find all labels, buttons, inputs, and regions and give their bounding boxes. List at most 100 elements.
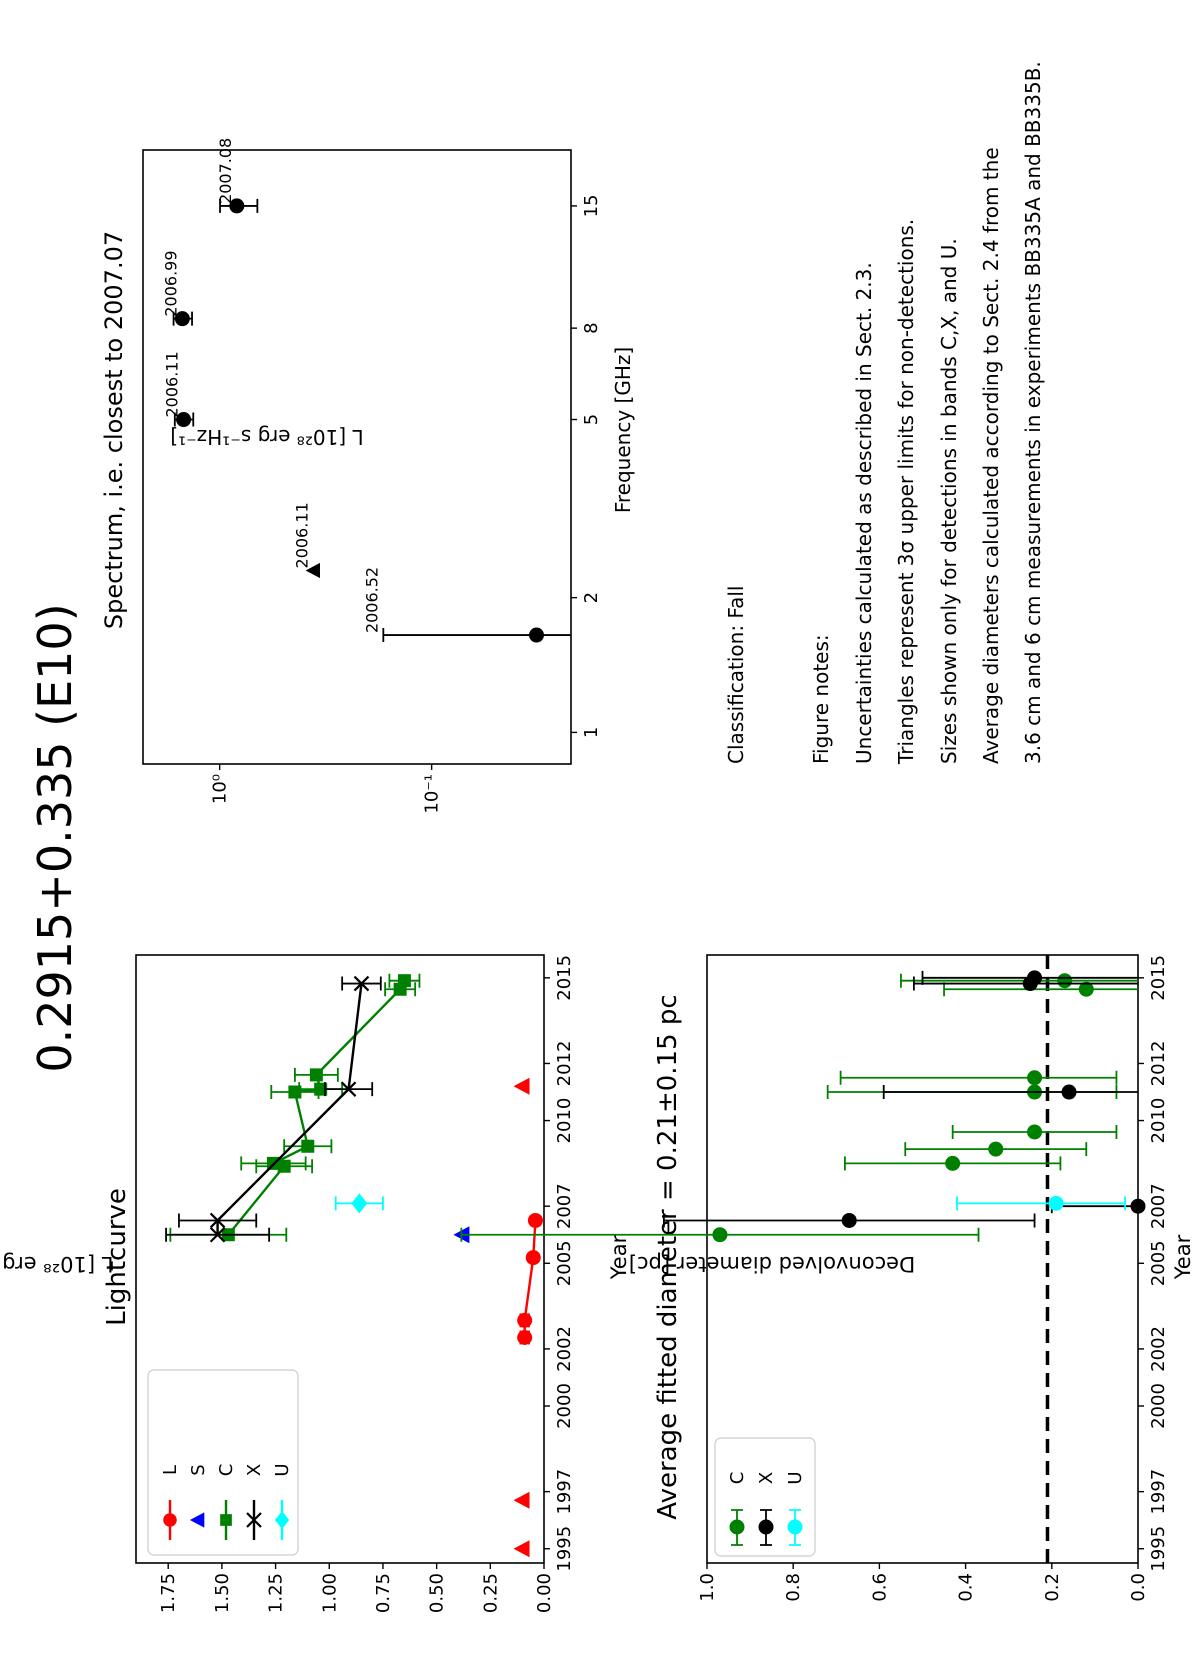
lightcurve-ylabel: L [10²⁸ erg s⁻¹Hz⁻¹] (0, 1252, 113, 1276)
diameter-ytick-label: 0.4 (956, 1573, 977, 1602)
lightcurve-point-L (527, 1212, 543, 1228)
legend-marker-S (189, 1512, 205, 1528)
lightcurve-xtick-label: 2012 (554, 1041, 575, 1087)
note-line-5: 3.6 cm and 6 cm measurements in experime… (1021, 61, 1045, 764)
spectrum-xtick-label: 5 (581, 414, 602, 425)
lightcurve-xtick-label: 2002 (554, 1326, 575, 1372)
diameter-point-C (1027, 1070, 1043, 1086)
diameter-errorbar (943, 982, 1138, 997)
legend-marker-U (274, 1511, 290, 1529)
lightcurve-frame (135, 954, 545, 1564)
lightcurve-xtick-label: 2007 (554, 1183, 575, 1229)
diameter-xtick-label: 2012 (1148, 1041, 1169, 1087)
spectrum-ylabel: L [10²⁸ erg s⁻¹Hz⁻¹] (170, 425, 363, 449)
legend-marker-X (246, 1512, 262, 1528)
diameter-errorbar (900, 973, 1138, 988)
diameter-point-X (841, 1212, 857, 1228)
lightcurve-xtick-label: 2005 (554, 1240, 575, 1286)
spectrum-xlabel: Frequency [GHz] (611, 347, 635, 513)
lightcurve-series-line-X (216, 983, 363, 1235)
lightcurve-ytick-label: 0.75 (373, 1573, 394, 1613)
lightcurve-point-C (301, 1139, 315, 1153)
lightcurve-point-C (397, 974, 411, 988)
lightcurve-ytick-label: 1.00 (319, 1573, 340, 1613)
note-line-2: Triangles represent 3σ upper limits for … (894, 219, 918, 765)
lightcurve-point-C (309, 1068, 323, 1082)
notes-heading: Figure notes: (809, 634, 833, 764)
lightcurve-xtick-label: 2000 (554, 1383, 575, 1429)
spectrum-point-label: 2007.08 (216, 138, 235, 204)
diameter-point-C (945, 1155, 961, 1171)
lightcurve-point-U (351, 1193, 368, 1214)
lightcurve-series-line-C (227, 980, 406, 1236)
diameter-point-C (988, 1141, 1004, 1157)
diameter-ytick-label: 0.6 (869, 1573, 890, 1602)
diameter-panel: Average fitted diameter = 0.21±0.15 pc Y… (460, 954, 1195, 1602)
diameter-legend-marker-U (787, 1519, 803, 1535)
lightcurve-ytick-label: 1.50 (212, 1573, 233, 1613)
lightcurve-point-X (209, 1212, 226, 1229)
lightcurve-xtick-label: 1995 (554, 1526, 575, 1572)
lightcurve-point-L (513, 1540, 530, 1558)
diameter-ytick-label: 0.8 (783, 1573, 804, 1602)
lightcurve-point-X (353, 975, 370, 992)
spectrum-point (174, 311, 190, 327)
spectrum-point (305, 562, 321, 579)
spectrum-ytick-label: 10⁰ (210, 774, 231, 804)
diameter-legend-marker-X (758, 1519, 774, 1535)
spectrum-xtick-label: 2 (581, 592, 602, 603)
lightcurve-point-C (314, 1082, 328, 1096)
legend-label-L: L (160, 1465, 181, 1475)
note-line-1: Uncertainties calculated as described in… (852, 262, 876, 764)
classification-text: Classification: Fall (724, 586, 748, 764)
diameter-xlabel: Year (1171, 1234, 1195, 1280)
diameter-point-X (1130, 1198, 1146, 1214)
spectrum-point-label: 2006.99 (161, 250, 180, 316)
lightcurve-ytick-label: 1.25 (266, 1573, 287, 1613)
notes-panel: Classification: Fall Figure notes: Uncer… (724, 61, 1045, 765)
spectrum-frame (142, 149, 572, 765)
legend-label-C: C (216, 1464, 237, 1477)
spectrum-title: Spectrum, i.e. closest to 2007.07 (100, 231, 128, 629)
lightcurve-panel: Lightcurve Year L [10²⁸ erg s⁻¹Hz⁻¹] 199… (0, 954, 631, 1613)
spectrum-point (176, 412, 192, 428)
lightcurve-title: Lightcurve (102, 1188, 132, 1326)
diameter-xtick-label: 1995 (1148, 1526, 1169, 1572)
spectrum-xtick-label: 1 (581, 727, 602, 738)
lightcurve-ytick-label: 0.50 (427, 1573, 448, 1613)
lightcurve-point-L (525, 1250, 541, 1266)
diameter-xtick-label: 1997 (1148, 1469, 1169, 1515)
legend-marker-C (220, 1514, 232, 1526)
diameter-frame (706, 954, 1139, 1564)
diameter-xtick-label: 2007 (1148, 1183, 1169, 1229)
lightcurve-ytick-label: 0.25 (480, 1573, 501, 1613)
spectrum-point (229, 198, 245, 214)
diameter-legend-box (714, 1437, 816, 1557)
spectrum-point-label: 2006.52 (362, 567, 381, 633)
spectrum-xtick-label: 8 (581, 322, 602, 333)
diameter-ylabel: Deconvolved diameter [pc] (629, 1252, 915, 1276)
lightcurve-point-L (513, 1077, 530, 1095)
lightcurve-xtick-label: 2010 (554, 1098, 575, 1144)
diameter-errorbar (839, 1070, 1118, 1085)
lightcurve-ytick-label: 1.75 (158, 1573, 179, 1613)
lightcurve-legend-box (147, 1369, 299, 1556)
lightcurve-point-C (288, 1085, 302, 1099)
diameter-point-U (1048, 1195, 1064, 1211)
spectrum-ytick-label: 10⁻¹ (422, 774, 443, 814)
diameter-ytick-label: 1.0 (697, 1573, 718, 1602)
lightcurve-xlabel: Year (607, 1234, 631, 1280)
spectrum-point-label: 2006.11 (163, 351, 182, 417)
spectrum-point-label: 2006.11 (293, 502, 312, 568)
legend-label-X: X (244, 1464, 265, 1476)
diameter-point-C (1057, 973, 1073, 989)
lightcurve-series-line-L (523, 1220, 537, 1338)
lightcurve-xtick-label: 2015 (554, 955, 575, 1001)
diameter-point-C (1078, 981, 1094, 997)
diameter-xtick-label: 2015 (1148, 955, 1169, 1001)
lightcurve-ytick-label: 0.00 (534, 1573, 555, 1613)
lightcurve-point-L (517, 1312, 533, 1328)
